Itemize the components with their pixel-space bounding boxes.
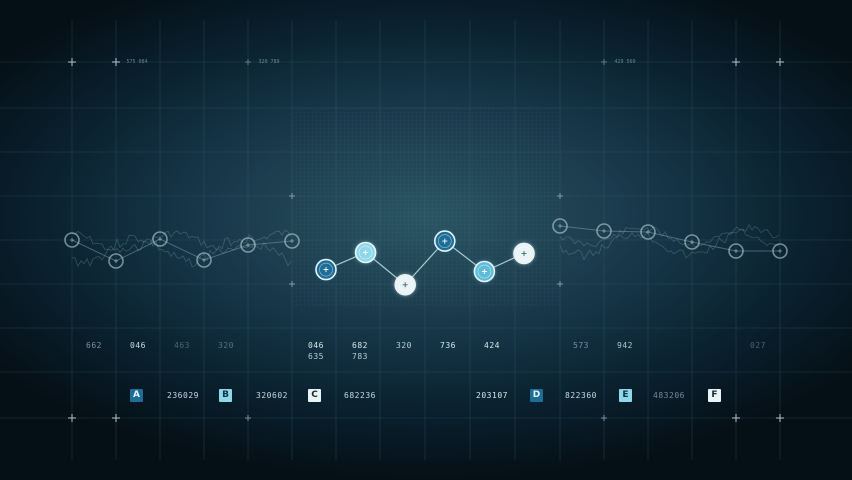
legend-badge-b: B	[219, 389, 232, 402]
data-point-cross	[363, 250, 369, 255]
legend-code: 236029	[167, 391, 199, 400]
crosshair-marker	[557, 281, 563, 287]
data-point-inner-ring	[517, 246, 531, 261]
data-point-inner-ring	[358, 245, 373, 260]
side-marker-cross	[602, 229, 606, 233]
side-marker-ring	[152, 231, 168, 247]
data-point-inner-ring	[437, 234, 452, 248]
side-marker-cross	[646, 230, 650, 234]
column-value: 635	[308, 352, 324, 361]
side-marker-ring	[240, 237, 256, 253]
column-value: 320	[396, 341, 412, 350]
data-point-cross	[442, 238, 448, 244]
column-value: 320	[218, 341, 234, 350]
side-marker-ring	[772, 243, 788, 259]
crosshairs	[68, 58, 784, 422]
data-point-cross	[323, 267, 329, 273]
crosshair-marker	[601, 59, 607, 65]
legend-code: 483206	[653, 391, 685, 400]
column-value: 662	[86, 341, 102, 350]
legend-badge-d: D	[530, 389, 543, 402]
side-marker-ring	[64, 232, 80, 248]
legend-badge-a: A	[130, 389, 143, 402]
side-marker-ring	[640, 224, 656, 240]
side-trace	[64, 218, 788, 269]
header-caption: 429 569	[614, 59, 636, 65]
side-marker-cross	[778, 249, 782, 253]
data-point-inner-ring	[398, 277, 413, 292]
crosshair-marker	[245, 415, 251, 421]
legend-badge-e: E	[619, 389, 632, 402]
background-trace	[559, 223, 780, 248]
data-point-inner-ring	[319, 262, 333, 277]
crosshair-marker	[289, 193, 295, 199]
legend-code: 682236	[344, 391, 376, 400]
side-marker-ring	[596, 223, 612, 239]
side-marker-cross	[158, 237, 162, 241]
side-marker-ring	[196, 252, 212, 268]
side-marker-cross	[246, 243, 250, 247]
data-point-cross	[521, 250, 527, 256]
side-marker-cross	[70, 238, 74, 242]
side-marker-ring	[684, 234, 700, 250]
side-marker-ring	[728, 243, 744, 259]
crosshair-marker	[112, 414, 120, 422]
side-marker-cross	[290, 239, 294, 243]
side-marker-ring	[284, 233, 300, 249]
header-caption: 575 084	[126, 59, 148, 65]
legend-code: 822360	[565, 391, 597, 400]
column-value: 783	[352, 352, 368, 361]
grid	[0, 20, 852, 460]
side-marker-cross	[114, 259, 118, 263]
data-point-cross	[481, 269, 487, 274]
data-point-inner-ring	[477, 264, 492, 279]
side-marker-cross	[690, 240, 694, 244]
side-marker-ring	[552, 218, 568, 234]
crosshair-marker	[732, 414, 740, 422]
column-value: 942	[617, 341, 633, 350]
column-value: 046	[308, 341, 324, 350]
column-value: 046	[130, 341, 146, 350]
side-marker-cross	[558, 224, 562, 228]
side-marker-cross	[734, 249, 738, 253]
side-trace-line	[71, 238, 293, 262]
crosshair-marker	[776, 58, 784, 66]
background-trace	[559, 228, 780, 261]
side-marker-ring	[108, 253, 124, 269]
legend-badge-f: F	[708, 389, 721, 402]
legend-code: 320602	[256, 391, 288, 400]
crosshair-marker	[245, 59, 251, 65]
column-value: 027	[750, 341, 766, 350]
column-value: 573	[573, 341, 589, 350]
crosshair-marker	[776, 414, 784, 422]
column-value: 424	[484, 341, 500, 350]
crosshair-marker	[557, 193, 563, 199]
crosshair-marker	[68, 414, 76, 422]
column-value: 736	[440, 341, 456, 350]
crosshair-marker	[112, 58, 120, 66]
crosshair-marker	[68, 58, 76, 66]
side-marker-cross	[202, 258, 206, 262]
legend-code: 203107	[476, 391, 508, 400]
crosshair-marker	[601, 415, 607, 421]
highlight-series	[314, 229, 536, 297]
crosshair-marker	[732, 58, 740, 66]
header-caption: 320 789	[258, 59, 280, 65]
column-value: 682	[352, 341, 368, 350]
legend-badge-c: C	[308, 389, 321, 402]
crosshair-marker	[289, 281, 295, 287]
column-value: 463	[174, 341, 190, 350]
data-point-cross	[402, 282, 408, 288]
